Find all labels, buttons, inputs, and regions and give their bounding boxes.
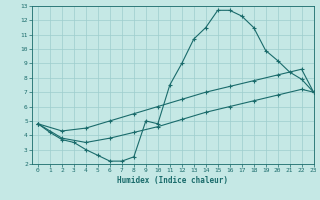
X-axis label: Humidex (Indice chaleur): Humidex (Indice chaleur) xyxy=(117,176,228,185)
